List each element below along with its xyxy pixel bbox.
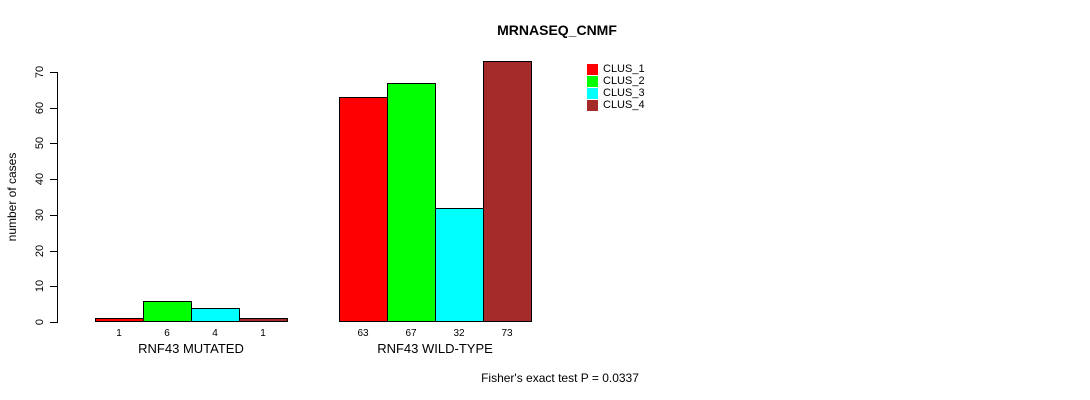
y-axis-tick — [50, 286, 57, 288]
y-axis-tick — [50, 179, 57, 181]
bar-value-label: 63 — [357, 328, 369, 339]
group-label-rnf43-mutated: RNF43 MUTATED — [138, 341, 244, 356]
bar-clus_3-wild-type — [435, 208, 484, 322]
bar-value-label: 6 — [164, 328, 170, 339]
y-axis-tick-label: 60 — [34, 101, 46, 114]
legend-swatch-clus_3 — [587, 87, 598, 99]
fisher-test-annotation: Fisher's exact test P = 0.0337 — [481, 371, 639, 385]
bar-clus_1-wild-type — [339, 97, 388, 322]
legend-swatch-clus_4 — [587, 99, 598, 111]
legend-swatch-clus_2 — [587, 75, 598, 87]
bar-value-label: 1 — [116, 328, 122, 339]
bar-value-label: 67 — [405, 328, 417, 339]
legend-item-clus_1: CLUS_1 — [587, 63, 645, 75]
y-axis-line — [57, 72, 58, 323]
bar-value-label: 1 — [260, 328, 266, 339]
bar-value-label: 4 — [212, 328, 218, 339]
y-axis-tick-label: 50 — [34, 137, 46, 150]
group-label-rnf43-wild-type: RNF43 WILD-TYPE — [377, 341, 493, 356]
y-axis-tick — [50, 214, 57, 216]
legend: CLUS_1 CLUS_2 CLUS_3 CLUS_4 — [587, 63, 645, 111]
bar-clus_2-mutated — [143, 301, 192, 322]
y-axis-tick-label: 40 — [34, 173, 46, 186]
legend-item-clus_3: CLUS_3 — [587, 87, 645, 99]
bar-value-label: 32 — [453, 328, 465, 339]
legend-item-clus_2: CLUS_2 — [587, 75, 645, 87]
y-axis-tick — [50, 143, 57, 145]
bar-clus_1-mutated — [95, 318, 144, 322]
y-axis-tick-label: 30 — [34, 208, 46, 221]
y-axis-tick — [50, 72, 57, 73]
bar-clus_4-mutated — [239, 318, 288, 322]
y-axis-tick — [50, 107, 57, 109]
legend-label: CLUS_1 — [603, 63, 645, 75]
legend-item-clus_4: CLUS_4 — [587, 99, 645, 111]
legend-label: CLUS_2 — [603, 75, 645, 87]
legend-label: CLUS_4 — [603, 99, 645, 111]
legend-swatch-clus_1 — [587, 63, 598, 75]
y-axis-tick-label: 10 — [34, 280, 46, 293]
bar-clus_2-wild-type — [387, 83, 436, 322]
bar-clus_3-mutated — [191, 308, 240, 322]
y-axis-tick — [50, 250, 57, 252]
y-axis-tick — [50, 322, 57, 323]
y-axis-tick-label: 0 — [34, 318, 46, 326]
bar-clus_4-wild-type — [483, 61, 532, 322]
legend-label: CLUS_3 — [603, 87, 645, 99]
y-axis-tick-label: 20 — [34, 244, 46, 257]
chart-title: MRNASEQ_CNMF — [497, 22, 617, 38]
bar-value-label: 73 — [501, 328, 513, 339]
y-axis-title: number of cases — [5, 152, 19, 242]
y-axis-tick-label: 70 — [34, 65, 46, 79]
